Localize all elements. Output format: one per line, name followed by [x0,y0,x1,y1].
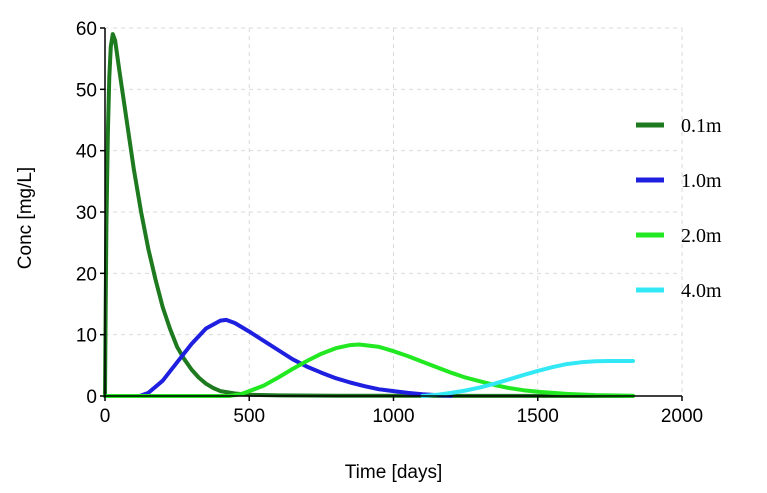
series-lines [103,32,635,398]
grid-lines [105,27,683,396]
y-tick-label: 20 [76,264,97,285]
y-tick-label: 0 [86,387,97,408]
series-line-1-0m [103,317,454,398]
y-tick-label: 50 [76,80,97,101]
legend: 0.1m 1.0m 2.0m 4.0m [636,115,722,302]
y-tick-label: 30 [76,203,97,224]
legend-label: 0.1m [681,115,722,137]
legend-label: 4.0m [681,280,722,302]
tick-labels: 0 500 1000 1500 2000 0 10 20 30 40 50 60 [76,19,703,427]
x-tick-label: 1500 [517,406,559,427]
x-tick-label: 2000 [661,406,703,427]
legend-label: 2.0m [681,225,722,247]
y-tick-label: 60 [76,19,97,40]
x-tick-label: 500 [233,406,265,427]
series-line-0-1m [103,32,635,398]
y-axis-label: Conc [mg/L] [15,167,36,269]
axes [100,27,683,401]
x-tick-label: 0 [100,406,111,427]
x-axis-label: Time [days] [345,462,443,483]
y-tick-label: 10 [76,326,97,347]
legend-label: 1.0m [681,170,722,192]
series-line-4-0m [420,359,635,398]
series-line-2-0m [103,342,635,398]
y-tick-label: 40 [76,142,97,163]
x-tick-label: 1000 [372,406,414,427]
